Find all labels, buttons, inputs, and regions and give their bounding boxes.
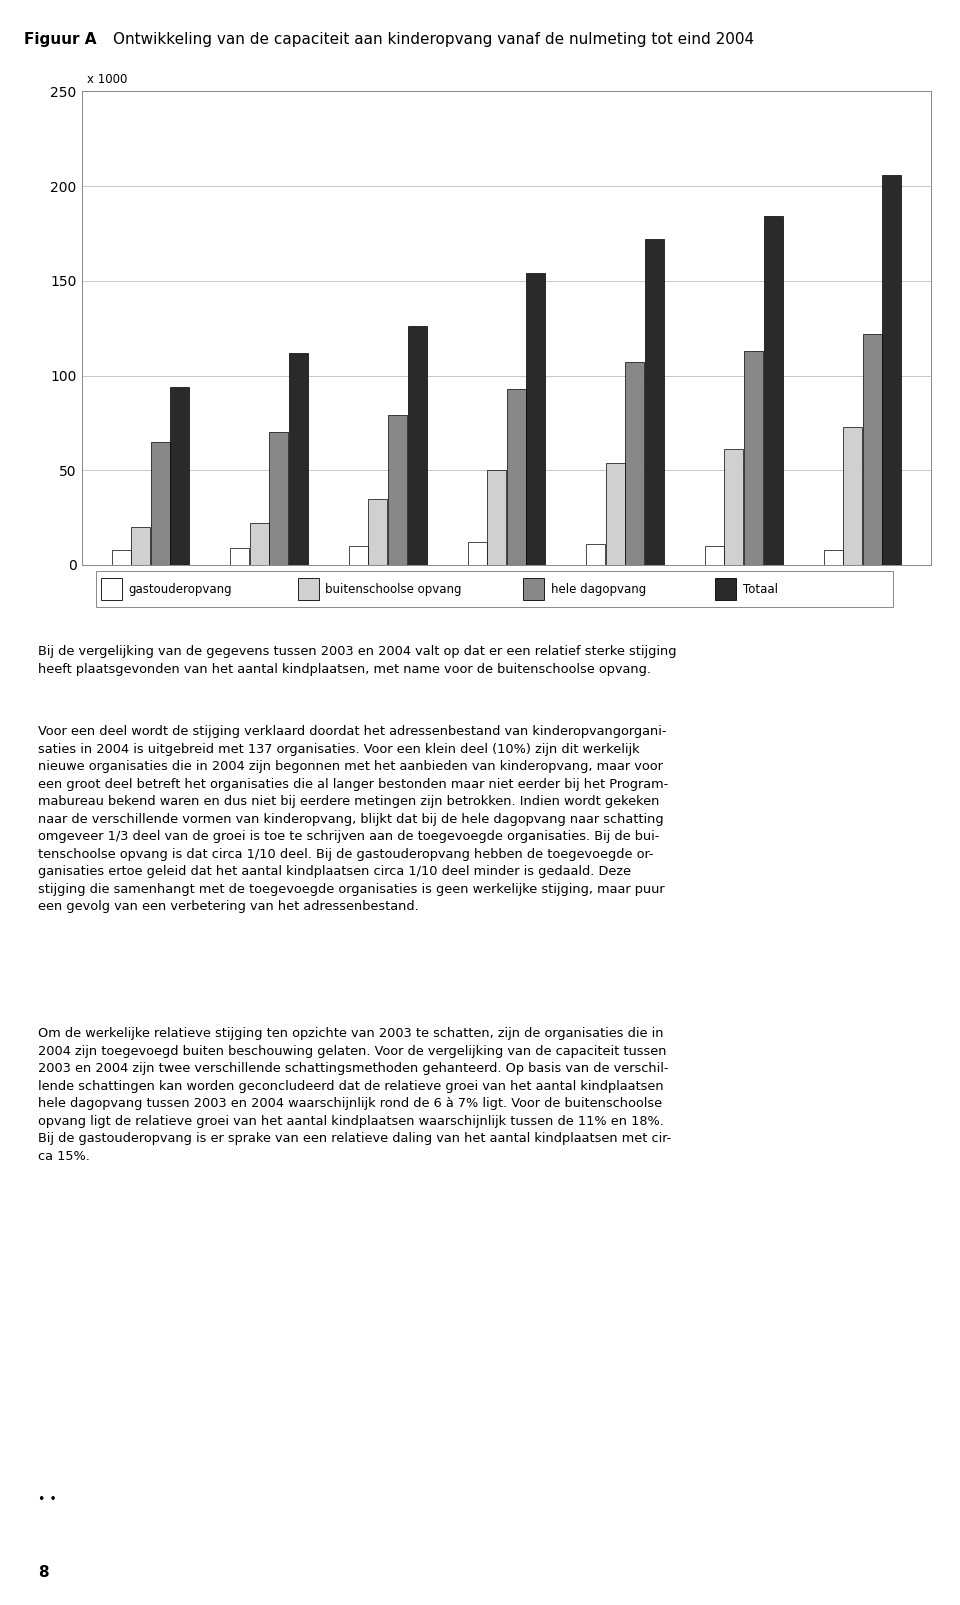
Bar bbox=[843, 427, 862, 565]
Bar bbox=[744, 351, 763, 565]
Text: • •: • • bbox=[38, 1493, 58, 1505]
Bar bbox=[625, 363, 644, 565]
Bar bbox=[388, 416, 407, 565]
Bar bbox=[763, 217, 782, 565]
Bar bbox=[487, 470, 506, 565]
Bar bbox=[289, 353, 308, 565]
Text: Voor een deel wordt de stijging verklaard doordat het adressenbestand van kinder: Voor een deel wordt de stijging verklaar… bbox=[38, 725, 669, 913]
Bar bbox=[270, 432, 288, 565]
Bar bbox=[111, 551, 131, 565]
Text: hele dagopvang: hele dagopvang bbox=[551, 583, 646, 595]
Bar bbox=[230, 547, 250, 565]
Bar bbox=[170, 387, 189, 565]
Text: x 1000: x 1000 bbox=[87, 72, 128, 85]
Bar bbox=[587, 544, 605, 565]
Bar bbox=[645, 239, 664, 565]
Bar bbox=[468, 542, 487, 565]
Bar bbox=[824, 551, 843, 565]
Bar bbox=[863, 334, 881, 565]
Bar bbox=[725, 449, 743, 565]
Bar bbox=[369, 499, 388, 565]
Bar bbox=[606, 462, 625, 565]
Bar bbox=[348, 546, 368, 565]
Bar bbox=[705, 546, 724, 565]
Text: Ontwikkeling van de capaciteit aan kinderopvang vanaf de nulmeting tot eind 2004: Ontwikkeling van de capaciteit aan kinde… bbox=[113, 32, 755, 47]
Bar bbox=[882, 175, 901, 565]
Bar bbox=[250, 523, 269, 565]
Text: Bij de vergelijking van de gegevens tussen 2003 en 2004 valt op dat er een relat: Bij de vergelijking van de gegevens tuss… bbox=[38, 645, 677, 676]
Bar bbox=[507, 388, 526, 565]
Text: Figuur A: Figuur A bbox=[24, 32, 97, 47]
Bar bbox=[408, 326, 426, 565]
Text: buitenschoolse opvang: buitenschoolse opvang bbox=[325, 583, 462, 595]
Text: Om de werkelijke relatieve stijging ten opzichte van 2003 te schatten, zijn de o: Om de werkelijke relatieve stijging ten … bbox=[38, 1027, 672, 1162]
Bar bbox=[151, 441, 170, 565]
Bar bbox=[526, 273, 545, 565]
Text: 8: 8 bbox=[38, 1565, 49, 1579]
Bar bbox=[132, 526, 150, 565]
Text: Totaal: Totaal bbox=[743, 583, 778, 595]
Text: gastouderopvang: gastouderopvang bbox=[129, 583, 232, 595]
